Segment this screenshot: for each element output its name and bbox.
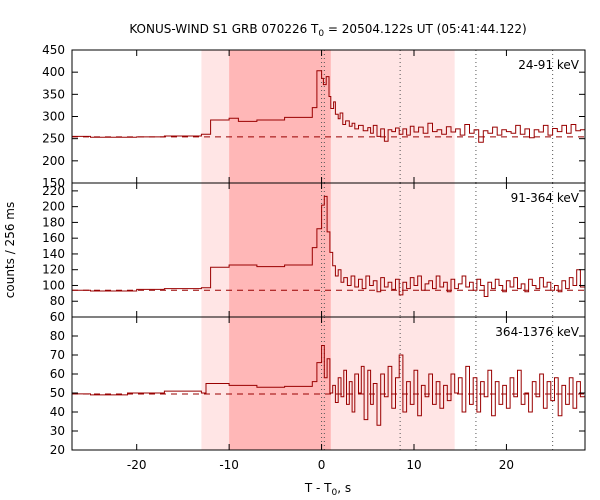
y-tick-label: 150 (42, 176, 65, 190)
y-tick-label: 250 (42, 132, 65, 146)
y-tick-label: 30 (50, 424, 65, 438)
x-axis-label: T - T0, s (304, 481, 351, 498)
y-tick-label: 450 (42, 43, 65, 57)
shaded-interval-1 (201, 317, 455, 450)
x-tick-label: -20 (127, 458, 147, 472)
y-tick-label: 60 (50, 367, 65, 381)
light-curve-series (72, 195, 585, 297)
y-tick-label: 50 (50, 386, 65, 400)
panel-3: 20 30 40 50 60 70 80 -20 -10 0 10 20 364-1376 keV (50, 316, 586, 472)
x-tick-label: 0 (318, 458, 326, 472)
energy-band-label: 364-1376 keV (495, 325, 579, 339)
y-tick-label: 20 (50, 443, 65, 457)
x-tick-label: -10 (219, 458, 239, 472)
x-tick-label: 20 (499, 458, 514, 472)
y-tick-label: 180 (42, 215, 65, 229)
panel-1: 150 200 250 300 350 400 450 24-91 keV (42, 43, 586, 190)
x-tick-label: 10 (406, 458, 421, 472)
shaded-interval-2 (229, 317, 331, 450)
x-axis-label-rest: , s (337, 481, 351, 495)
chart-title-rest: = 20504.122s UT (05:41:44.122) (324, 22, 527, 36)
y-tick-label: 400 (42, 65, 65, 79)
y-tick-label: 200 (42, 154, 65, 168)
panel-frame (71, 316, 586, 451)
energy-band-label: 91-364 keV (511, 191, 580, 205)
y-tick-label: 100 (42, 278, 65, 292)
x-axis-label-subscript: 0 (332, 488, 338, 498)
y-tick-label: 80 (50, 294, 65, 308)
y-tick-label: 160 (42, 231, 65, 245)
x-axis-label-main: T - T (304, 481, 332, 495)
y-tick-label: 70 (50, 348, 65, 362)
shaded-interval-2 (229, 183, 331, 317)
shaded-interval-1 (201, 183, 455, 317)
y-tick-label: 40 (50, 405, 65, 419)
y-tick-label: 350 (42, 87, 65, 101)
energy-band-label: 24-91 keV (518, 58, 580, 72)
chart-title-main: KONUS-WIND S1 GRB 070226 T (129, 22, 319, 36)
y-tick-label: 120 (42, 263, 65, 277)
chart-title-subscript: 0 (318, 29, 324, 39)
light-curve-series (72, 70, 585, 143)
shaded-interval-2 (229, 50, 331, 183)
y-tick-label: 220 (42, 184, 65, 198)
light-curve-series (72, 345, 585, 426)
y-tick-label: 300 (42, 110, 65, 124)
y-axis-label: counts / 256 ms (3, 202, 17, 298)
y-tick-label: 80 (50, 329, 65, 343)
shaded-interval-1 (201, 50, 455, 183)
chart-title: KONUS-WIND S1 GRB 070226 T0 = 20504.122s… (129, 22, 526, 39)
y-tick-label: 60 (50, 310, 65, 324)
y-tick-label: 140 (42, 247, 65, 261)
y-tick-label: 200 (42, 200, 65, 214)
